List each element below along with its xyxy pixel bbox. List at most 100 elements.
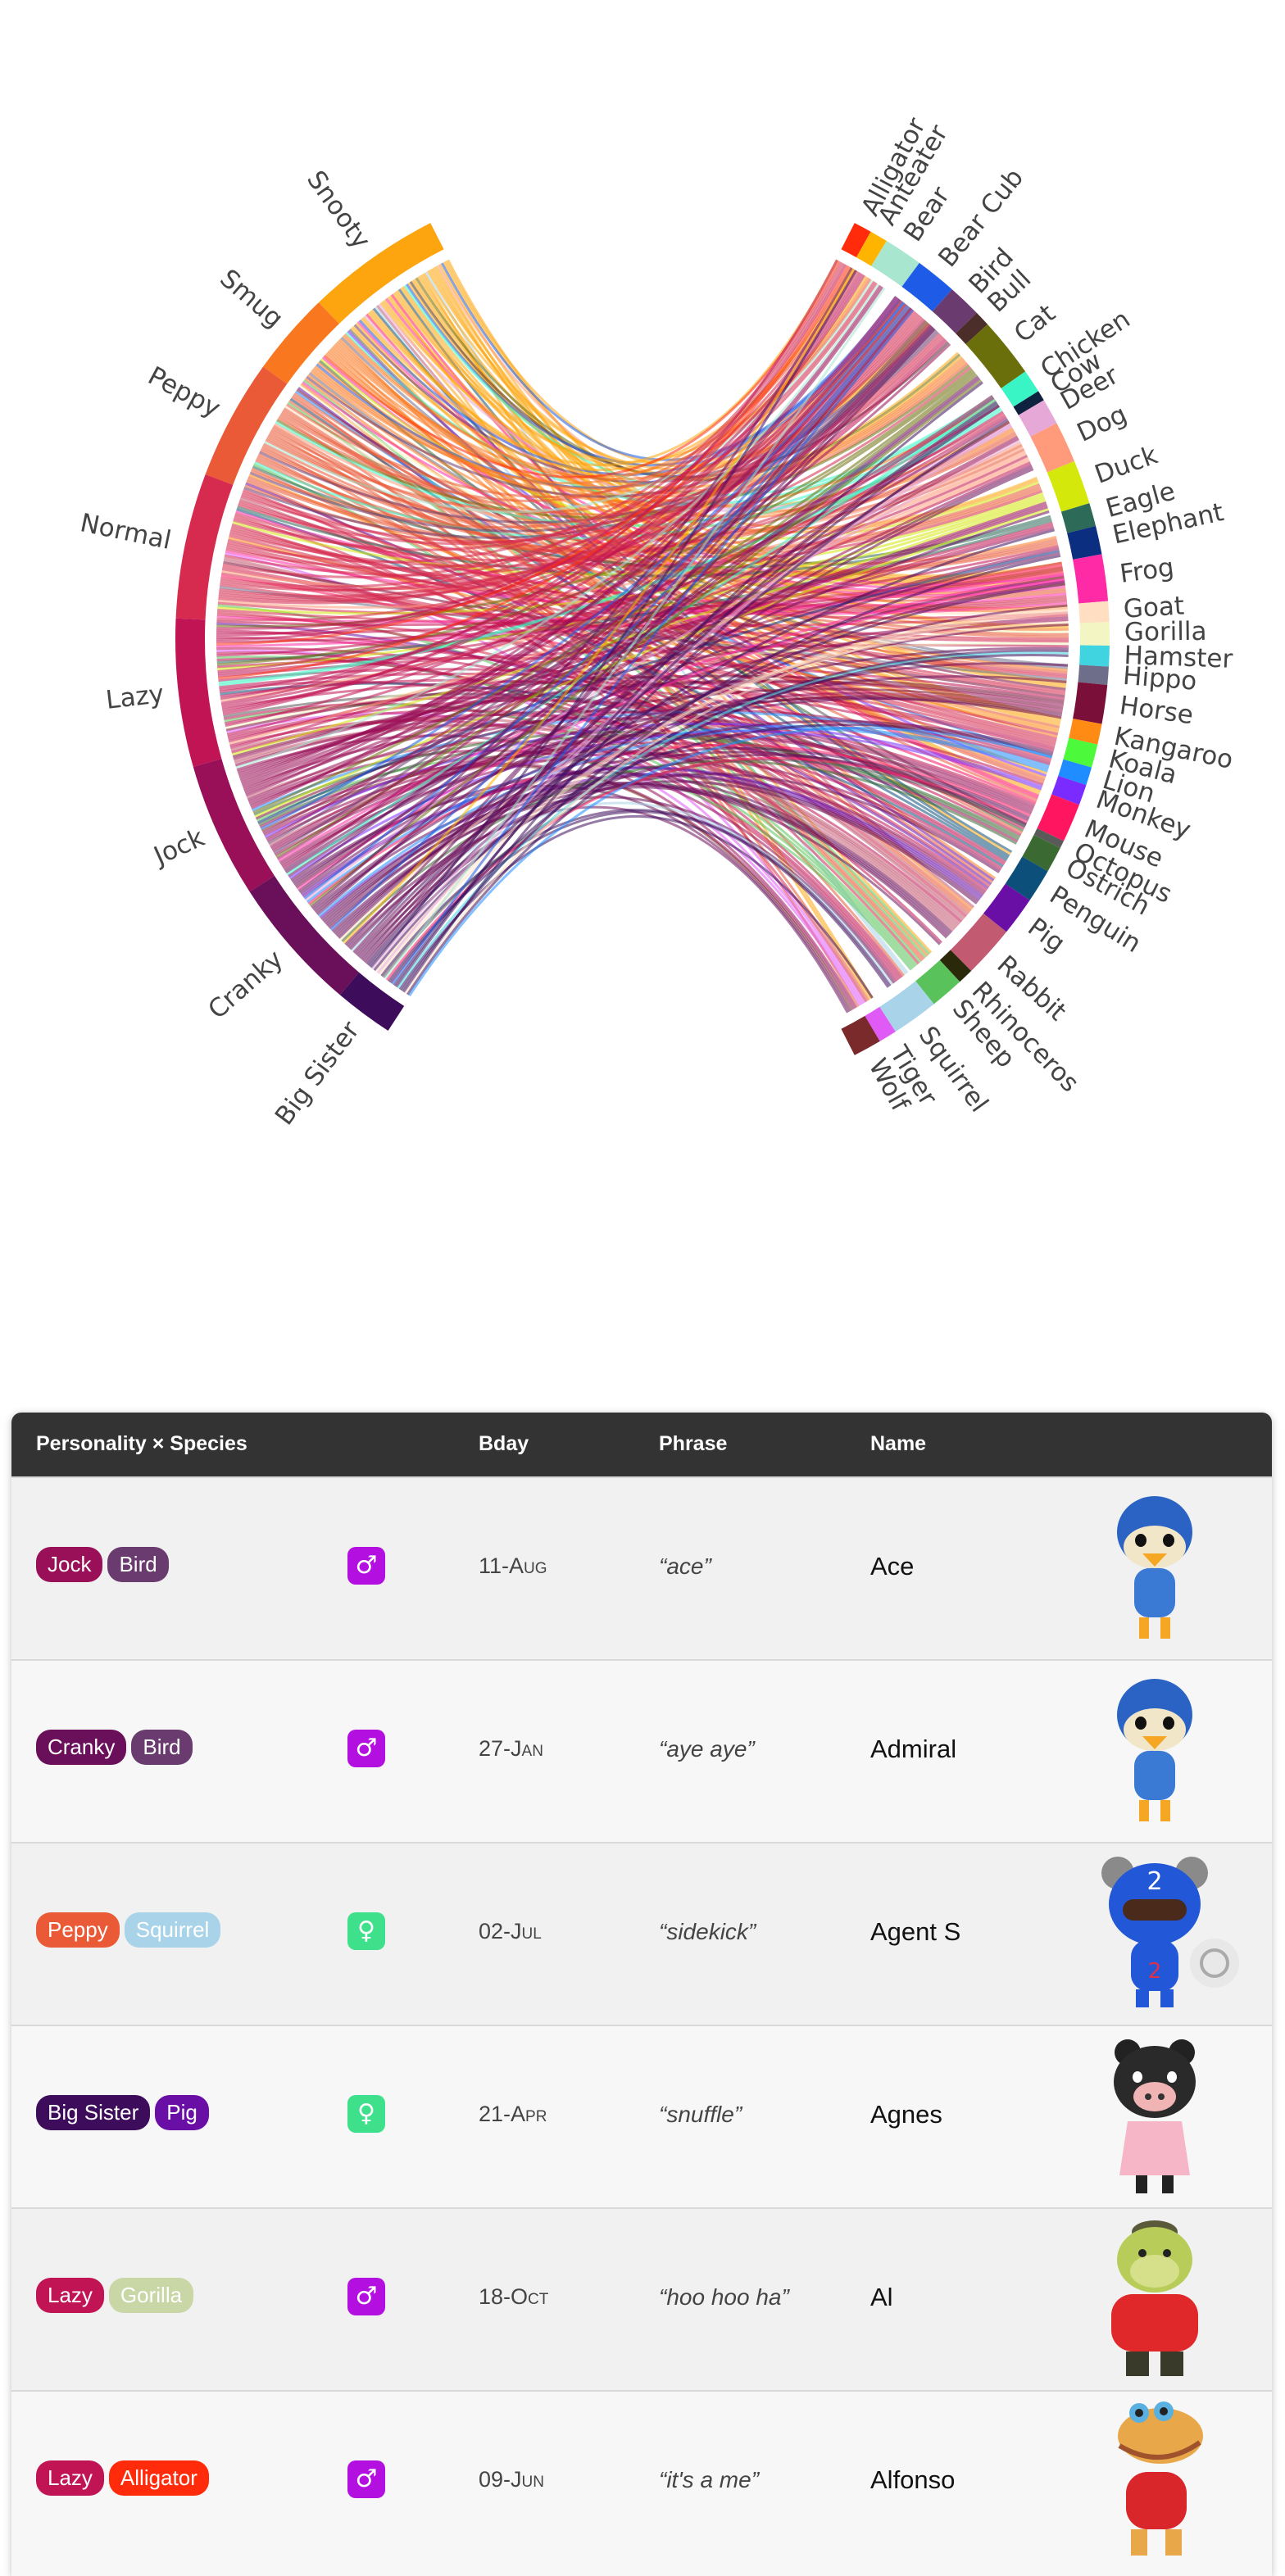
arc-rabbit[interactable] bbox=[950, 913, 1007, 971]
ribbon bbox=[379, 609, 1068, 976]
tag-group: Peppy Squirrel bbox=[36, 1912, 225, 1948]
arc-elephant[interactable] bbox=[1067, 525, 1102, 560]
bday-day: 18- bbox=[479, 2284, 511, 2309]
personality-tag[interactable]: Big Sister bbox=[36, 2095, 151, 2131]
villager-table: Personality × Species Bday Phrase Name J… bbox=[11, 1413, 1272, 2576]
header-name[interactable]: Name bbox=[870, 1432, 927, 1455]
arc-normal[interactable] bbox=[175, 474, 234, 620]
arc-jock[interactable] bbox=[193, 759, 275, 892]
arc-bird[interactable] bbox=[932, 289, 977, 333]
arc-cow[interactable] bbox=[1013, 391, 1044, 415]
arc-peppy[interactable] bbox=[205, 366, 288, 485]
ribbon bbox=[216, 265, 849, 646]
arc-lazy[interactable] bbox=[175, 618, 222, 767]
ribbon bbox=[329, 306, 910, 931]
personality-tag[interactable]: Jock bbox=[36, 1547, 103, 1583]
arc-goat[interactable] bbox=[1078, 601, 1110, 624]
name-cell: Alfonso bbox=[870, 2465, 956, 2494]
arc-hamster[interactable] bbox=[1079, 645, 1110, 667]
arc-koala[interactable] bbox=[1063, 737, 1098, 768]
personality-tag[interactable]: Lazy bbox=[36, 2278, 104, 2314]
species-tag[interactable]: Alligator bbox=[108, 2460, 209, 2497]
arc-chicken[interactable] bbox=[1001, 371, 1039, 407]
gender-icon: ♂ bbox=[347, 1730, 385, 1767]
arc-octopus[interactable] bbox=[1033, 828, 1064, 849]
arc-eagle[interactable] bbox=[1060, 503, 1097, 533]
bday-cell: 18-Oct bbox=[479, 2284, 548, 2310]
bday-day: 09- bbox=[479, 2467, 511, 2492]
arc-kangaroo[interactable] bbox=[1069, 719, 1102, 745]
ribbon bbox=[227, 261, 842, 564]
species-tag[interactable]: Gorilla bbox=[108, 2278, 194, 2314]
arc-dog[interactable] bbox=[1030, 423, 1075, 473]
table-row[interactable]: Peppy Squirrel ♀ 02-Jul “sidekick” Agent S bbox=[11, 1842, 1272, 2025]
arc-tiger[interactable] bbox=[865, 1006, 896, 1041]
personality-tag[interactable]: Peppy bbox=[36, 1912, 120, 1948]
bday-month: Jan bbox=[511, 1736, 543, 1761]
species-tag[interactable]: Squirrel bbox=[124, 1912, 221, 1948]
arc-horse[interactable] bbox=[1073, 682, 1108, 724]
table-row[interactable]: Lazy Alligator ♂ 09-Jun “it's a me” Alfonso bbox=[11, 2390, 1272, 2573]
header-phrase[interactable]: Phrase bbox=[659, 1432, 728, 1455]
table-header: Personality × Species Bday Phrase Name bbox=[11, 1413, 1272, 1476]
arc-penguin[interactable] bbox=[1005, 856, 1048, 900]
header-personality-species[interactable]: Personality × Species bbox=[36, 1432, 247, 1455]
arc-cat[interactable] bbox=[965, 324, 1026, 388]
arc-squirrel[interactable] bbox=[879, 981, 934, 1032]
arc-cranky[interactable] bbox=[249, 875, 360, 995]
table-row[interactable]: Big Sister Pig ♀ 21-Apr “snuffle” Agnes bbox=[11, 2025, 1272, 2207]
label-normal: Normal bbox=[78, 508, 174, 556]
ribbon bbox=[391, 309, 915, 986]
header-bday[interactable]: Bday bbox=[479, 1432, 529, 1455]
arc-frog[interactable] bbox=[1073, 554, 1109, 604]
arc-smug[interactable] bbox=[263, 302, 339, 384]
ribbon bbox=[404, 611, 1069, 995]
bday-month: Oct bbox=[511, 2284, 549, 2309]
ribbon bbox=[245, 300, 903, 797]
ribbon bbox=[244, 506, 1048, 795]
ribbon bbox=[264, 722, 1043, 838]
arc-bull[interactable] bbox=[956, 312, 988, 345]
ribbon bbox=[297, 377, 981, 892]
arc-mouse[interactable] bbox=[1037, 794, 1079, 841]
ribbon bbox=[220, 262, 845, 588]
arc-pig[interactable] bbox=[983, 883, 1030, 932]
ribbon bbox=[311, 267, 853, 909]
arc-lion[interactable] bbox=[1058, 759, 1092, 786]
gender-icon: ♂ bbox=[347, 2460, 385, 2498]
species-tag[interactable]: Bird bbox=[131, 1730, 193, 1766]
arc-big-sister[interactable] bbox=[339, 972, 405, 1032]
gender-icon: ♀ bbox=[347, 1912, 385, 1950]
name-cell: Admiral bbox=[870, 1735, 957, 1763]
bday-day: 21- bbox=[479, 2102, 511, 2126]
personality-tag[interactable]: Cranky bbox=[36, 1730, 127, 1766]
table-row[interactable]: Jock Bird ♂ 11-Aug “ace” Ace bbox=[11, 1476, 1272, 1659]
label-peppy: Peppy bbox=[143, 361, 225, 424]
arc-duck[interactable] bbox=[1047, 460, 1090, 512]
arc-anteater[interactable] bbox=[856, 231, 887, 266]
arc-monkey[interactable] bbox=[1051, 775, 1087, 805]
arc-bear-cub[interactable] bbox=[901, 262, 952, 312]
arc-ostrich[interactable] bbox=[1022, 834, 1060, 872]
label-jock: Jock bbox=[148, 823, 209, 872]
ribbon bbox=[406, 654, 1069, 995]
label-snooty: Snooty bbox=[301, 166, 376, 255]
ribbon bbox=[220, 282, 878, 592]
arc-deer[interactable] bbox=[1018, 400, 1057, 437]
arc-sheep[interactable] bbox=[915, 959, 960, 1005]
arc-bear[interactable] bbox=[871, 241, 919, 287]
ribbon bbox=[297, 578, 1065, 891]
arc-rhinoceros[interactable] bbox=[939, 950, 972, 982]
ribbon bbox=[343, 268, 856, 944]
species-tag[interactable]: Bird bbox=[107, 1547, 169, 1583]
personality-tag[interactable]: Lazy bbox=[36, 2460, 104, 2497]
ribbon bbox=[402, 419, 1009, 993]
species-tag[interactable]: Pig bbox=[155, 2095, 209, 2131]
arc-wolf[interactable] bbox=[841, 1015, 880, 1055]
arc-hippo[interactable] bbox=[1078, 664, 1110, 686]
arc-alligator[interactable] bbox=[841, 223, 871, 258]
arc-snooty[interactable] bbox=[318, 223, 444, 324]
arc-gorilla[interactable] bbox=[1079, 622, 1110, 646]
table-row[interactable]: Lazy Gorilla ♂ 18-Oct “hoo hoo ha” Al bbox=[11, 2207, 1272, 2390]
table-row[interactable]: Cranky Bird ♂ 27-Jan “aye aye” Admiral bbox=[11, 1659, 1272, 1842]
